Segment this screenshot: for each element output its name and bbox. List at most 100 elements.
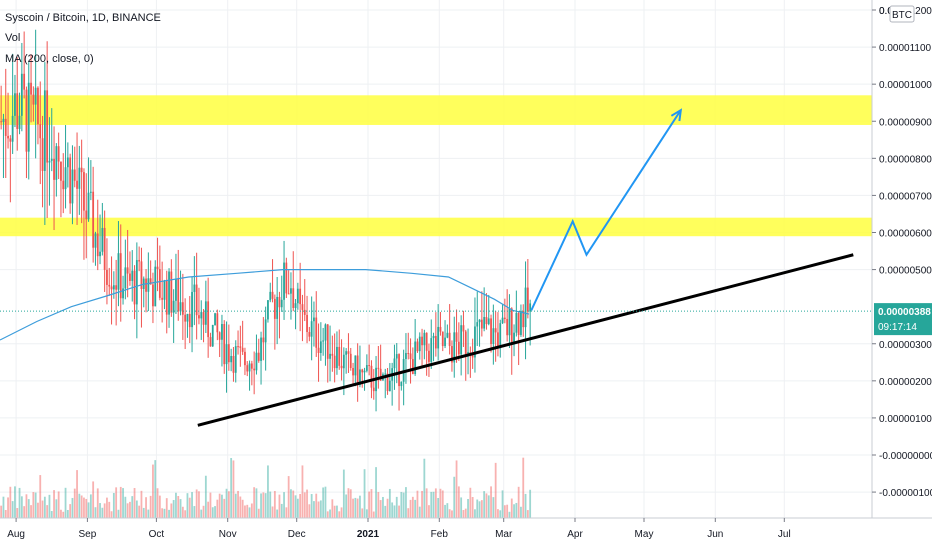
volume-bar — [71, 497, 74, 518]
candle-body — [336, 346, 338, 369]
volume-bar — [250, 503, 253, 518]
projection-arrow[interactable] — [530, 108, 683, 311]
candle-body — [363, 370, 366, 373]
candle-body — [191, 291, 193, 328]
candle-body — [425, 332, 428, 351]
volume-bar — [299, 493, 302, 518]
candle — [372, 369, 375, 400]
candle-body — [168, 271, 170, 315]
candle-body — [418, 336, 421, 352]
candle — [278, 291, 281, 339]
candle — [85, 173, 88, 259]
candle — [517, 310, 520, 366]
candle — [175, 253, 177, 314]
candle — [110, 256, 113, 325]
candle — [520, 304, 522, 337]
x-tick-label: Jun — [707, 529, 723, 540]
volume-bar — [372, 511, 375, 518]
candle-body — [437, 326, 440, 349]
candle — [204, 280, 207, 334]
volume-bar — [103, 503, 106, 518]
volume-bar — [497, 509, 499, 518]
volume-bar — [285, 507, 288, 518]
candle-body — [338, 346, 341, 366]
candle — [154, 260, 157, 307]
candle-body — [356, 355, 359, 385]
candle-body — [23, 73, 26, 90]
currency-badge[interactable] — [889, 5, 915, 23]
volume-bar — [227, 491, 230, 518]
candle — [177, 249, 180, 321]
volume-bar — [407, 508, 410, 518]
volume-bar — [14, 486, 16, 518]
volume-bar — [421, 490, 423, 518]
candle-body — [234, 346, 237, 373]
candle — [37, 86, 39, 145]
candle-body — [434, 335, 437, 349]
candle — [361, 368, 364, 388]
candle-body — [46, 90, 49, 163]
candle — [324, 323, 327, 366]
volume-bar — [418, 506, 421, 518]
candle — [89, 160, 92, 201]
candle — [250, 360, 253, 386]
candle — [57, 132, 60, 180]
x-tick-label: Mar — [495, 529, 513, 540]
candle-body — [218, 332, 221, 340]
candle-body — [368, 365, 371, 367]
candle — [138, 246, 141, 272]
candle — [186, 313, 189, 338]
candle-body — [37, 87, 39, 125]
candle-body — [207, 301, 210, 338]
volume-bar — [101, 507, 104, 518]
candle-body — [515, 312, 518, 333]
volume-bar — [244, 505, 246, 518]
candle-body — [138, 260, 141, 262]
volume-bar — [478, 501, 481, 518]
x-tick-label: Feb — [431, 529, 449, 540]
support-trendline[interactable] — [197, 253, 854, 427]
candle — [214, 312, 216, 326]
candle-body — [225, 344, 228, 365]
candle-body — [211, 325, 214, 347]
y-tick-label: 0.00000600 — [879, 229, 932, 240]
price-scale-panel[interactable] — [872, 0, 932, 518]
volume-bar — [34, 492, 37, 518]
volume-bar — [149, 495, 152, 518]
candle-body — [306, 314, 308, 333]
candle-body — [14, 93, 16, 116]
candle-body — [221, 324, 223, 340]
volume-bar — [423, 458, 426, 518]
volume-bar — [53, 490, 55, 518]
volume-bar — [83, 497, 85, 518]
candle-body — [170, 271, 173, 313]
candle — [16, 57, 19, 151]
volume-bar — [23, 506, 26, 518]
candle-body — [340, 365, 343, 369]
volume-bar — [260, 493, 262, 518]
candle-body — [292, 288, 295, 308]
candle-body — [30, 82, 32, 95]
volume-bar — [7, 497, 9, 518]
candle — [349, 347, 352, 371]
volume-bar — [195, 489, 198, 518]
candle-body — [92, 191, 95, 248]
volume-bar — [448, 509, 451, 518]
volume-bar — [257, 508, 260, 518]
candle-body — [503, 317, 506, 319]
candle-body — [280, 299, 283, 308]
time-axis-panel[interactable] — [0, 518, 932, 550]
candle — [202, 309, 205, 343]
candle-body — [175, 278, 177, 301]
candle — [329, 325, 331, 382]
volume-bar — [11, 501, 14, 518]
candle — [359, 345, 361, 388]
candle — [508, 294, 511, 349]
candle — [161, 261, 164, 323]
candle-body — [497, 332, 499, 349]
candle — [492, 304, 495, 365]
candle — [365, 354, 368, 373]
candle — [264, 306, 267, 371]
